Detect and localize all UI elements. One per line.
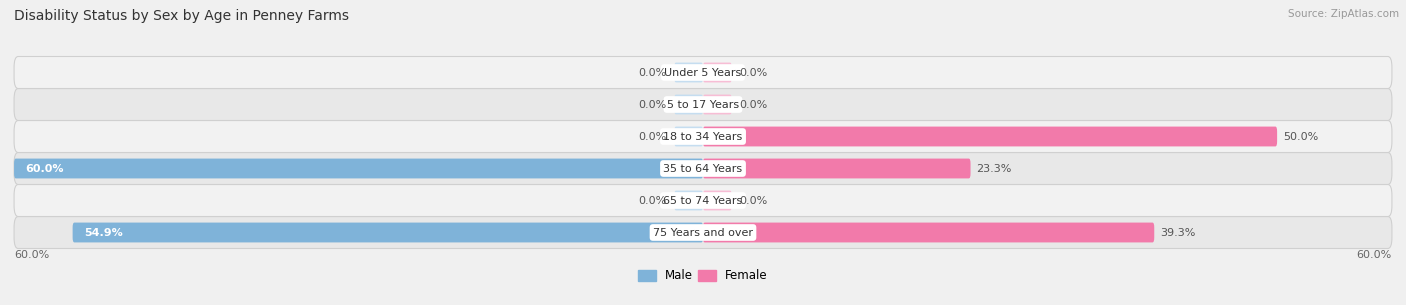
Text: 60.0%: 60.0% [14,250,49,260]
FancyBboxPatch shape [675,63,703,82]
Legend: Male, Female: Male, Female [634,265,772,287]
Text: 0.0%: 0.0% [638,67,666,77]
FancyBboxPatch shape [703,63,731,82]
Text: 0.0%: 0.0% [638,196,666,206]
Text: 23.3%: 23.3% [976,163,1012,174]
Text: 0.0%: 0.0% [638,131,666,142]
FancyBboxPatch shape [703,95,731,114]
Text: 54.9%: 54.9% [84,228,122,238]
Text: 0.0%: 0.0% [638,99,666,109]
FancyBboxPatch shape [73,223,703,242]
FancyBboxPatch shape [14,88,1392,120]
Text: 0.0%: 0.0% [740,196,768,206]
FancyBboxPatch shape [675,95,703,114]
FancyBboxPatch shape [14,56,1392,88]
Text: 5 to 17 Years: 5 to 17 Years [666,99,740,109]
FancyBboxPatch shape [675,191,703,210]
Text: Source: ZipAtlas.com: Source: ZipAtlas.com [1288,9,1399,19]
Text: 60.0%: 60.0% [25,163,65,174]
Text: 0.0%: 0.0% [740,99,768,109]
Text: 18 to 34 Years: 18 to 34 Years [664,131,742,142]
FancyBboxPatch shape [703,127,1277,146]
FancyBboxPatch shape [14,159,703,178]
Text: 0.0%: 0.0% [740,67,768,77]
FancyBboxPatch shape [703,223,1154,242]
Text: 65 to 74 Years: 65 to 74 Years [664,196,742,206]
FancyBboxPatch shape [14,120,1392,152]
FancyBboxPatch shape [14,152,1392,185]
Text: Disability Status by Sex by Age in Penney Farms: Disability Status by Sex by Age in Penne… [14,9,349,23]
FancyBboxPatch shape [703,159,970,178]
FancyBboxPatch shape [14,217,1392,249]
FancyBboxPatch shape [703,191,731,210]
Text: 50.0%: 50.0% [1282,131,1317,142]
FancyBboxPatch shape [14,185,1392,217]
FancyBboxPatch shape [675,127,703,146]
Text: 35 to 64 Years: 35 to 64 Years [664,163,742,174]
Text: 60.0%: 60.0% [1357,250,1392,260]
Text: 75 Years and over: 75 Years and over [652,228,754,238]
Text: 39.3%: 39.3% [1160,228,1195,238]
Text: Under 5 Years: Under 5 Years [665,67,741,77]
